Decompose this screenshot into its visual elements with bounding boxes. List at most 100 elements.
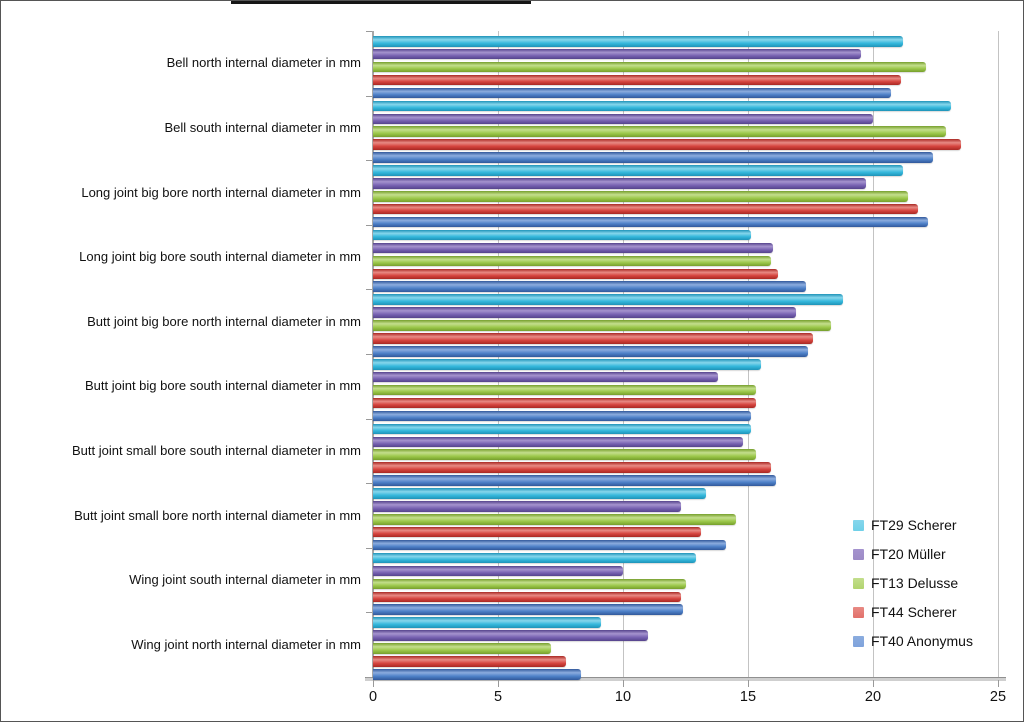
bar-ft20-cat9 xyxy=(373,630,648,641)
bar-ft20-cat3 xyxy=(373,242,773,254)
legend-label: FT44 Scherer xyxy=(871,604,957,620)
bar-ft13-cat4 xyxy=(373,320,831,331)
bar-ft44-cat3 xyxy=(373,268,778,279)
bar-ft20-cat7 xyxy=(373,501,681,512)
legend-item-ft29: FT29 Scherer xyxy=(853,517,957,533)
bar-ft44-cat2 xyxy=(373,203,918,215)
bar-ft20-cat2 xyxy=(373,178,866,189)
x-axis-tick-20 xyxy=(873,680,874,687)
x-axis-tick-10 xyxy=(623,680,624,687)
legend-label: FT20 Müller xyxy=(871,546,946,562)
bar-ft29-cat3 xyxy=(373,229,751,241)
category-label: Butt joint small bore south internal dia… xyxy=(71,442,361,458)
bar-ft20-cat0 xyxy=(373,48,861,60)
bar-ft29-cat8 xyxy=(373,552,696,564)
y-axis-tick xyxy=(366,547,372,549)
bar-ft44-cat1 xyxy=(373,139,961,150)
bar-ft13-cat3 xyxy=(373,255,771,267)
x-axis-tick-label-20: 20 xyxy=(864,689,882,705)
bar-ft29-cat5 xyxy=(373,359,761,370)
y-axis-tick xyxy=(366,160,372,162)
legend-label: FT13 Delusse xyxy=(871,575,959,591)
legend-swatch-icon xyxy=(853,519,864,531)
bar-ft20-cat1 xyxy=(373,113,873,124)
bar-ft13-cat0 xyxy=(373,61,926,73)
x-axis-tick-label-10: 10 xyxy=(614,689,632,705)
category-label: Butt joint small bore north internal dia… xyxy=(74,507,361,523)
legend-swatch-icon xyxy=(853,606,864,618)
bar-ft44-cat9 xyxy=(373,656,566,667)
bar-ft20-cat8 xyxy=(373,565,623,577)
bar-ft44-cat7 xyxy=(373,526,701,538)
bar-ft29-cat4 xyxy=(373,294,843,305)
bar-ft40-cat3 xyxy=(373,281,806,292)
bar-ft29-cat7 xyxy=(373,488,706,499)
bar-ft40-cat2 xyxy=(373,216,928,228)
y-axis-tick xyxy=(366,483,372,485)
x-axis-tick-15 xyxy=(748,680,749,687)
bar-ft40-cat4 xyxy=(373,346,808,357)
bar-ft13-cat5 xyxy=(373,384,756,396)
bar-ft29-cat6 xyxy=(373,423,751,435)
x-axis-tick-label-15: 15 xyxy=(739,689,757,705)
bar-ft29-cat1 xyxy=(373,100,951,112)
gridline-25 xyxy=(998,31,999,677)
bar-ft20-cat5 xyxy=(373,371,718,383)
bar-ft13-cat6 xyxy=(373,449,756,460)
legend-label: FT29 Scherer xyxy=(871,517,957,533)
bar-ft44-cat6 xyxy=(373,462,771,473)
category-label: Wing joint south internal diameter in mm xyxy=(129,572,361,588)
category-label: Bell north internal diameter in mm xyxy=(166,55,361,71)
gridline-20 xyxy=(873,31,874,677)
y-axis-tick xyxy=(366,418,372,420)
bar-ft29-cat2 xyxy=(373,165,903,176)
legend-label: FT40 Anonymus xyxy=(871,633,973,649)
bar-ft20-cat6 xyxy=(373,436,743,447)
legend-swatch-icon xyxy=(853,635,864,647)
legend-item-ft20: FT20 Müller xyxy=(853,546,946,562)
bar-ft40-cat0 xyxy=(373,87,891,99)
legend-item-ft40: FT40 Anonymus xyxy=(853,633,973,649)
x-axis-tick-0 xyxy=(373,680,374,687)
bar-ft13-cat2 xyxy=(373,191,908,202)
bar-ft40-cat9 xyxy=(373,669,581,680)
bar-ft40-cat5 xyxy=(373,410,751,422)
x-axis-line xyxy=(365,677,1006,681)
bar-ft13-cat8 xyxy=(373,578,686,590)
legend-item-ft44: FT44 Scherer xyxy=(853,604,957,620)
y-axis-tick xyxy=(366,95,372,97)
y-axis-tick xyxy=(366,31,372,32)
y-axis-tick xyxy=(366,354,372,355)
bar-ft29-cat0 xyxy=(373,36,903,47)
legend-swatch-icon xyxy=(853,577,864,589)
top-border-artifact xyxy=(231,1,531,4)
bar-ft44-cat4 xyxy=(373,333,813,344)
category-label: Long joint big bore north internal diame… xyxy=(81,184,361,200)
category-label: Wing joint north internal diameter in mm xyxy=(131,636,361,652)
bar-ft40-cat1 xyxy=(373,152,933,163)
x-axis-tick-label-5: 5 xyxy=(493,689,503,705)
bar-ft40-cat6 xyxy=(373,475,776,486)
x-axis-tick-label-0: 0 xyxy=(368,689,378,705)
x-axis-tick-25 xyxy=(998,680,999,687)
bar-ft13-cat1 xyxy=(373,126,946,137)
bar-ft44-cat8 xyxy=(373,591,681,602)
bar-ft40-cat8 xyxy=(373,604,683,615)
category-label: Bell south internal diameter in mm xyxy=(164,119,361,135)
y-axis-tick xyxy=(366,677,372,678)
bar-ft13-cat7 xyxy=(373,514,736,525)
category-label: Butt joint big bore south internal diame… xyxy=(84,378,361,394)
x-axis-tick-label-25: 25 xyxy=(989,689,1007,705)
y-axis-tick xyxy=(366,612,372,614)
category-label: Butt joint big bore north internal diame… xyxy=(87,313,361,329)
legend-item-ft13: FT13 Delusse xyxy=(853,575,958,591)
y-axis-tick xyxy=(366,224,372,226)
bar-ft13-cat9 xyxy=(373,643,551,654)
bar-ft44-cat5 xyxy=(373,397,756,409)
bar-ft20-cat4 xyxy=(373,307,796,318)
bar-ft29-cat9 xyxy=(373,617,601,628)
bar-ft40-cat7 xyxy=(373,539,726,551)
bar-ft44-cat0 xyxy=(373,74,901,86)
